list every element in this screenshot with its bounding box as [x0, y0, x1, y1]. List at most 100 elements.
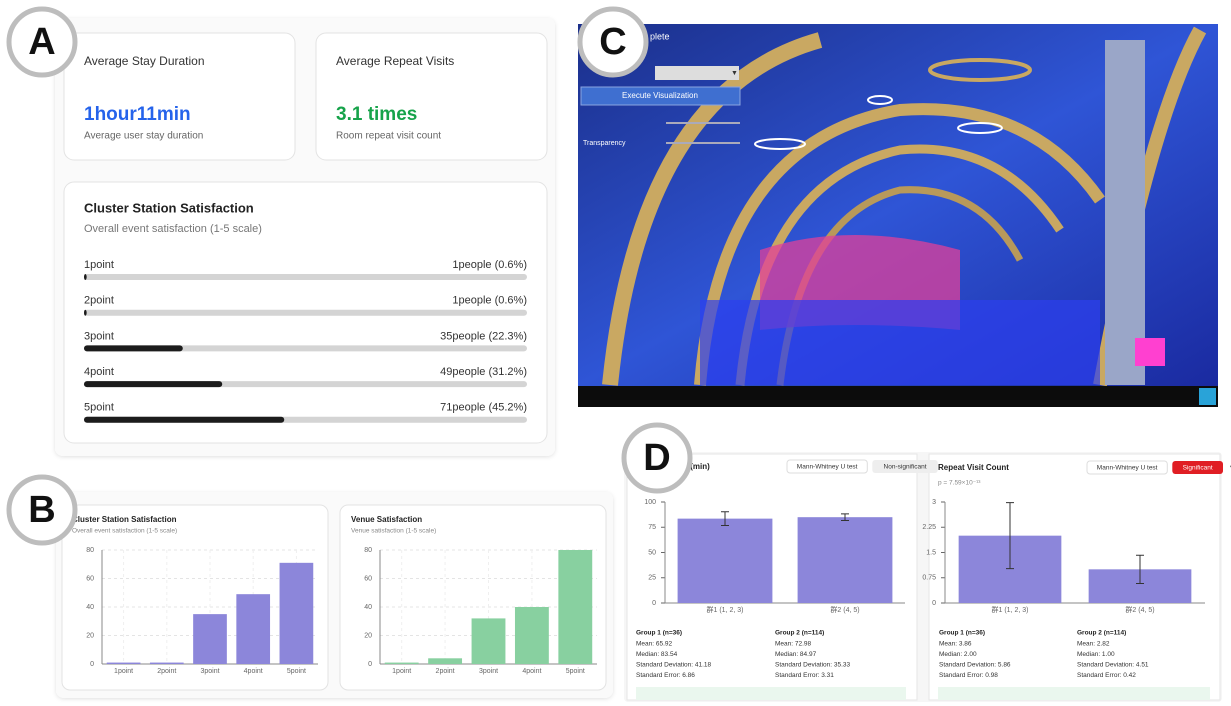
result-strip — [636, 687, 906, 700]
bar-track — [84, 345, 527, 352]
x-tick-label: 4point — [244, 668, 263, 675]
stats-line: Standard Deviation: 5.86 — [939, 662, 1011, 669]
badge-letter: B — [28, 489, 55, 531]
stats-line: Mean: 2.82 — [1077, 641, 1110, 648]
tag-label: Non-significant — [884, 464, 927, 471]
badge — [577, 6, 649, 78]
y-tick-label: 0 — [368, 661, 372, 668]
bar — [84, 416, 285, 423]
x-tick-label: 5point — [566, 668, 585, 675]
x-tick-label: 2point — [436, 668, 455, 675]
y-tick-label: 60 — [364, 575, 372, 582]
stats-line: Standard Error: 6.86 — [636, 672, 695, 679]
row-count: 35people (22.3%) — [440, 330, 527, 342]
badge — [6, 474, 78, 546]
slider-label: Transparency — [583, 140, 626, 147]
badge — [621, 422, 693, 494]
viewer-toolbar — [578, 386, 1218, 407]
stats-line: Standard Deviation: 41.18 — [636, 662, 712, 669]
bar — [84, 309, 87, 316]
stats-line: Median: 1.00 — [1077, 651, 1115, 658]
chart-title: Cluster Station Satisfaction — [72, 515, 177, 524]
bar — [149, 662, 184, 664]
chart-subtitle: Overall event satisfaction (1-5 scale) — [72, 528, 177, 535]
bar — [514, 607, 549, 664]
card-title: Average Repeat Visits — [336, 54, 454, 68]
error-bar — [721, 511, 729, 527]
row-label: 3point — [84, 330, 114, 342]
x-tick-label: 2point — [157, 668, 176, 675]
card-description: Average user stay duration — [84, 131, 203, 142]
y-tick-label: 0 — [652, 600, 656, 607]
y-tick-label: 60 — [86, 575, 94, 582]
y-tick-label: 0 — [90, 661, 94, 668]
stats-line: Mean: 72.98 — [775, 641, 812, 648]
y-tick-label: 100 — [644, 499, 656, 506]
x-tick-label: 3point — [200, 668, 219, 675]
bar — [84, 381, 223, 388]
bar — [236, 594, 271, 664]
card-description: Room repeat visit count — [336, 131, 441, 142]
stats-title: Group 1 (n=36) — [636, 630, 682, 637]
result-strip — [938, 687, 1210, 700]
stats-line: Mean: 65.92 — [636, 641, 673, 648]
chart-title: Repeat Visit Count — [938, 463, 1009, 472]
card — [63, 32, 296, 161]
stats-line: Standard Error: 0.98 — [939, 672, 998, 679]
tag — [1086, 460, 1168, 475]
row-label: 4point — [84, 366, 114, 378]
stats-line: Standard Error: 3.31 — [775, 672, 834, 679]
error-bar — [1006, 502, 1014, 570]
y-tick-label: 80 — [86, 547, 94, 554]
tag — [1172, 461, 1223, 474]
stats-line: Standard Deviation: 35.33 — [775, 662, 851, 669]
row-label: 1point — [84, 259, 114, 271]
x-tick-label: 3point — [479, 668, 498, 675]
y-tick-label: 20 — [364, 632, 372, 639]
row-count: 1people (0.6%) — [452, 295, 527, 307]
y-tick-label: 2.25 — [922, 524, 936, 531]
tag — [872, 460, 938, 473]
y-tick-label: 1.5 — [926, 549, 936, 556]
dropdown-arrow: ▼ — [731, 70, 738, 77]
y-tick-label: 80 — [364, 547, 372, 554]
row-label: 5point — [84, 402, 114, 414]
tag — [786, 459, 868, 474]
bar — [384, 662, 419, 664]
badge — [6, 6, 78, 78]
y-tick-label: 25 — [648, 575, 656, 582]
x-tick-label: 5point — [287, 668, 306, 675]
bar — [797, 517, 893, 603]
badge-letter: C — [599, 21, 626, 63]
stats-line: Median: 2.00 — [939, 651, 977, 658]
fullscreen-button[interactable] — [1199, 388, 1216, 405]
bar-track — [84, 274, 527, 280]
error-bar — [841, 513, 849, 522]
chart-subtitle: p = 7.59×10⁻¹³ — [938, 480, 981, 487]
bar-track — [84, 309, 527, 316]
card-subtitle: Overall event satisfaction (1-5 scale) — [84, 223, 262, 235]
tag-label: Mann-Whitney U test — [797, 464, 858, 471]
card-value: 1hour11min — [84, 104, 191, 125]
x-tick-label: 群1 (1, 2, 3) — [707, 605, 744, 614]
x-tick-label: 4point — [522, 668, 541, 675]
x-tick-label: 群2 (4, 5) — [830, 605, 859, 614]
bar — [279, 562, 314, 664]
stats-title: Group 1 (n=36) — [939, 630, 985, 637]
bar — [471, 618, 506, 664]
y-tick-label: 0.75 — [922, 575, 936, 582]
bar — [84, 345, 183, 352]
y-tick-label: 50 — [648, 549, 656, 556]
badge-letter: A — [28, 21, 55, 63]
stats-line: Standard Error: 0.42 — [1077, 672, 1136, 679]
card-title: Average Stay Duration — [84, 54, 205, 68]
x-tick-label: 群2 (4, 5) — [1125, 605, 1154, 614]
stats-line: Median: 84.97 — [775, 651, 817, 658]
y-tick-label: 75 — [648, 524, 656, 531]
dropdown[interactable] — [655, 66, 739, 80]
execute-button[interactable] — [580, 86, 741, 106]
chart-title: Venue Satisfaction — [351, 515, 422, 524]
tag-label: Mann-Whitney U test — [1097, 465, 1158, 472]
viewer-title: plete — [650, 31, 670, 41]
bar — [428, 658, 463, 664]
